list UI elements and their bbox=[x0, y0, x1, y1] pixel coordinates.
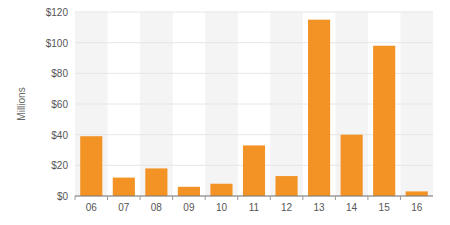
x-tick-mark bbox=[107, 196, 108, 200]
x-tick-mark bbox=[335, 196, 336, 200]
x-tick-label: 06 bbox=[86, 202, 98, 213]
x-tick-mark bbox=[237, 196, 238, 200]
grid-line bbox=[75, 12, 433, 13]
x-tick-mark bbox=[400, 196, 401, 200]
y-tick-label: $80 bbox=[51, 68, 68, 79]
bar bbox=[145, 168, 167, 196]
x-axis-line bbox=[75, 196, 433, 197]
y-tick-label: $100 bbox=[46, 38, 69, 49]
bar bbox=[373, 46, 395, 196]
x-tick-label: 14 bbox=[346, 202, 358, 213]
bar bbox=[243, 145, 265, 196]
y-axis-title: Millions bbox=[16, 87, 27, 120]
x-tick-label: 16 bbox=[411, 202, 423, 213]
chart-svg: $0 $20 $40 $60 $80 $100 $120 Millions 06 07 08 09 10… bbox=[0, 0, 450, 225]
y-tick-label: $40 bbox=[51, 130, 68, 141]
y-tick-label: $20 bbox=[51, 160, 68, 171]
x-tick-mark bbox=[140, 196, 141, 200]
y-tick-label: $60 bbox=[51, 99, 68, 110]
bar bbox=[80, 136, 102, 196]
x-tick-mark bbox=[75, 196, 76, 200]
bar bbox=[406, 191, 428, 196]
x-tick-mark bbox=[172, 196, 173, 200]
bar bbox=[178, 187, 200, 196]
x-tick-label: 15 bbox=[379, 202, 391, 213]
x-tick-mark bbox=[367, 196, 368, 200]
bar bbox=[275, 176, 297, 196]
chart-container: $0 $20 $40 $60 $80 $100 $120 Millions 06 07 08 09 10… bbox=[0, 0, 450, 225]
x-tick-label: 11 bbox=[249, 202, 260, 213]
y-tick-label: $0 bbox=[57, 191, 69, 202]
bars bbox=[80, 20, 428, 196]
x-tick-mark bbox=[302, 196, 303, 200]
grid-line bbox=[75, 196, 433, 197]
x-tick-mark bbox=[270, 196, 271, 200]
y-tick-label: $120 bbox=[46, 7, 69, 18]
bar bbox=[113, 178, 135, 196]
bar bbox=[210, 184, 232, 196]
x-tick-label: 09 bbox=[183, 202, 195, 213]
x-tick-label: 08 bbox=[151, 202, 163, 213]
x-tick-label: 12 bbox=[281, 202, 293, 213]
x-tick-label: 13 bbox=[314, 202, 326, 213]
bar bbox=[308, 20, 330, 196]
x-tick-label: 10 bbox=[216, 202, 228, 213]
x-tick-label: 07 bbox=[118, 202, 130, 213]
x-tick-mark bbox=[205, 196, 206, 200]
grid-line bbox=[75, 42, 433, 43]
bar bbox=[341, 135, 363, 196]
